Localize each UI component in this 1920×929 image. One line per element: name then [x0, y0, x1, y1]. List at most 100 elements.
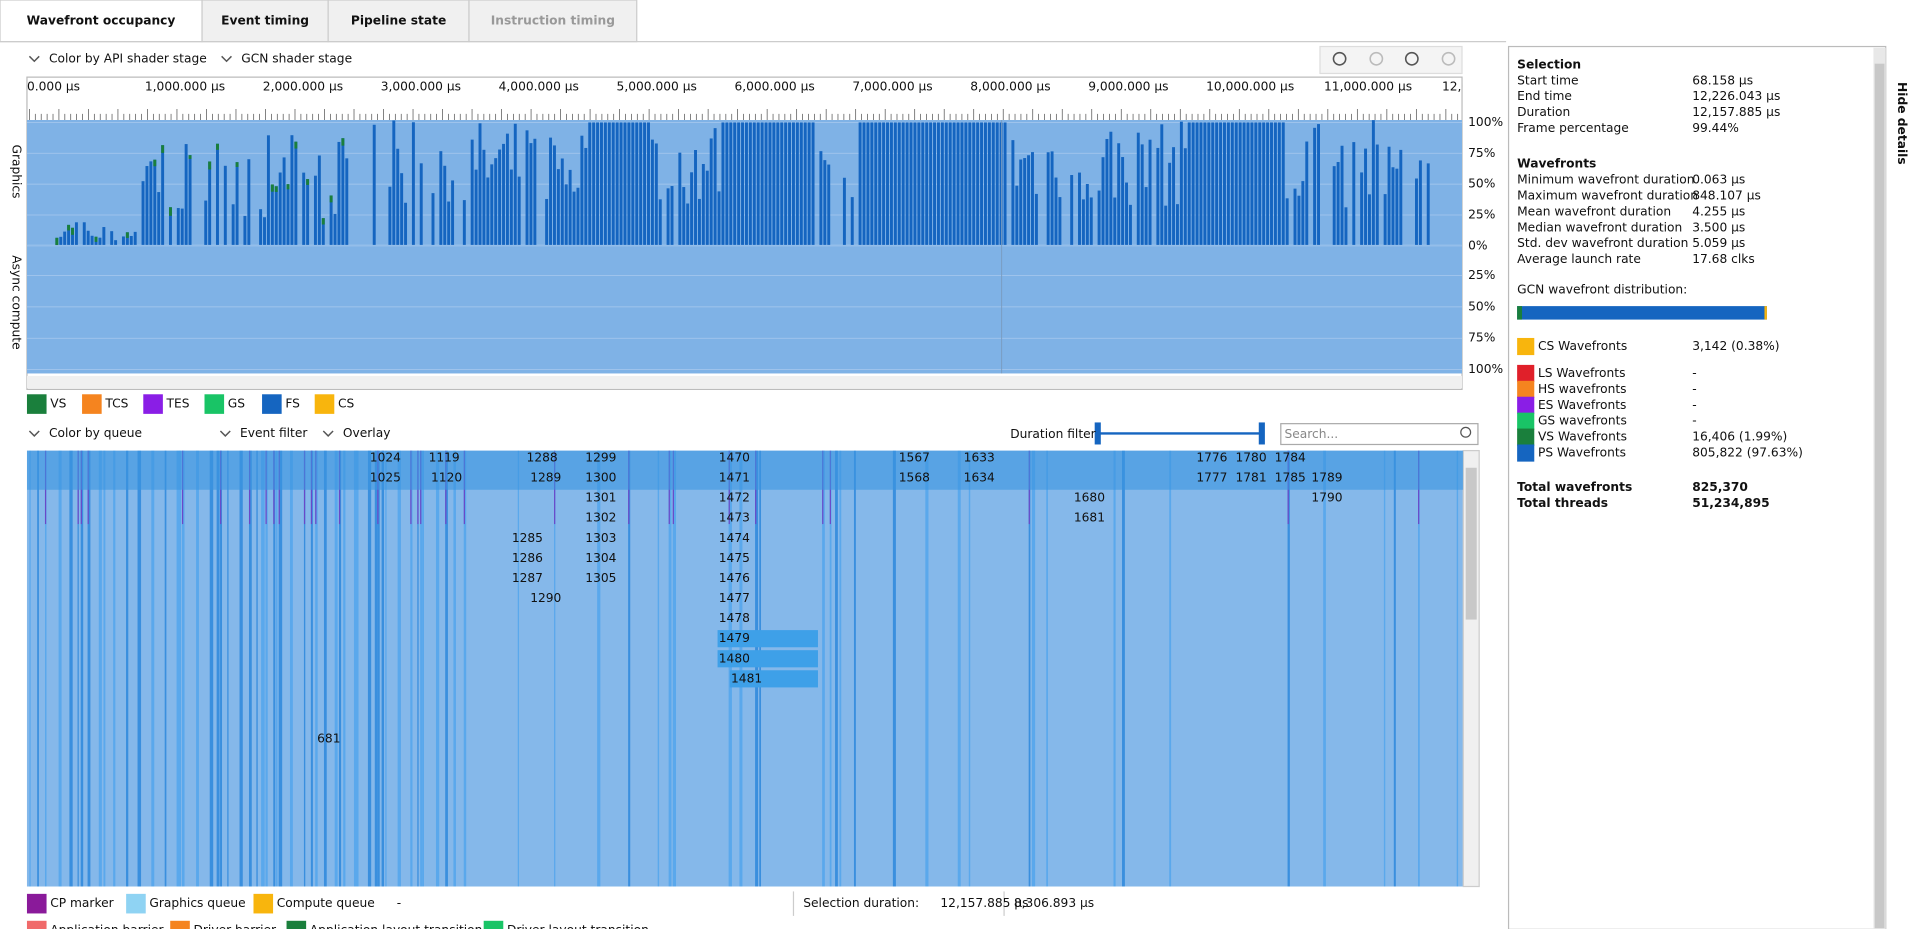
toolbar-label[interactable]: Color by queue — [49, 426, 142, 440]
occupancy-bar — [114, 240, 118, 245]
occupancy-bar — [188, 155, 192, 245]
search-box[interactable] — [1280, 423, 1479, 446]
legend-swatch — [483, 920, 504, 929]
event-stripe — [113, 450, 116, 887]
time-label: 6,000.000 µs — [734, 79, 814, 93]
occupancy-bar — [607, 122, 611, 245]
search-placeholder[interactable]: Search... — [1284, 427, 1338, 441]
occupancy-bar — [803, 122, 807, 245]
occupancy-bar — [972, 122, 976, 245]
occupancy-bar — [443, 165, 447, 245]
event-bar — [717, 650, 818, 668]
event-stripe — [1113, 450, 1116, 887]
occupancy-bar — [329, 195, 333, 203]
occupancy-bar — [870, 122, 874, 245]
occupancy-bar — [1293, 188, 1297, 245]
occupancy-bar — [1219, 122, 1223, 245]
legend-swatch — [26, 893, 47, 914]
occupancy-bar — [71, 227, 74, 235]
event-stripe — [1287, 450, 1290, 887]
occupancy-bar — [1136, 132, 1140, 245]
event-stripe — [668, 450, 672, 887]
event-stripe — [397, 450, 401, 887]
scroll-thumb[interactable] — [1465, 467, 1477, 620]
tab[interactable] — [468, 0, 638, 43]
zoom-icon[interactable] — [1369, 51, 1384, 66]
occupancy-bar — [748, 122, 752, 245]
async-lane — [26, 244, 1463, 374]
detail-value: 3.500 µs — [1692, 220, 1745, 234]
tab-label[interactable]: Wavefront occupancy — [27, 13, 176, 27]
lane-label: Graphics — [9, 144, 23, 198]
occupancy-bar — [556, 169, 560, 245]
occupancy-bar — [208, 161, 212, 245]
detail-label: Average launch rate — [1517, 252, 1641, 266]
detail-label: VS Wavefronts — [1538, 430, 1627, 444]
detail-value: 68.158 µs — [1692, 73, 1753, 87]
occupancy-bar — [486, 177, 490, 245]
zoom-out-icon[interactable] — [1441, 51, 1456, 66]
occupancy-bar — [1089, 197, 1093, 245]
toolbar-label[interactable]: Color by API shader stage — [49, 51, 207, 65]
occupancy-bar — [1297, 195, 1301, 245]
slider-handle[interactable] — [1094, 422, 1101, 445]
occupancy-bar — [1211, 122, 1215, 245]
legend-swatch — [143, 394, 163, 414]
occupancy-bar — [1285, 198, 1289, 245]
event-stripe — [1122, 450, 1125, 887]
tab[interactable] — [327, 0, 470, 43]
occupancy-bar — [133, 231, 137, 245]
tab[interactable] — [0, 0, 203, 43]
event-stripe — [256, 450, 258, 887]
toolbar-label[interactable]: Event filter — [240, 426, 308, 440]
occupancy-bar — [1360, 172, 1364, 245]
occupancy-bar — [658, 199, 662, 245]
event-label: 1289 — [530, 471, 561, 485]
h-scrollbar[interactable] — [26, 375, 1463, 389]
toolbar-label[interactable]: Overlay — [343, 426, 391, 440]
event-bar — [729, 670, 818, 688]
occupancy-bar — [760, 122, 764, 245]
event-label: 1777 — [1196, 471, 1227, 485]
occupancy-bar — [623, 122, 627, 245]
occupancy-bar — [936, 122, 940, 245]
event-stripe — [410, 450, 413, 887]
event-label: 1481 — [731, 671, 762, 685]
event-label: 1474 — [719, 531, 750, 545]
event-label: 1285 — [512, 531, 543, 545]
occupancy-bar — [1160, 124, 1164, 245]
zoom-in-icon[interactable] — [1404, 51, 1419, 66]
occupancy-bar — [686, 203, 690, 245]
occupancy-bar — [1125, 182, 1128, 245]
toolbar-label[interactable]: GCN shader stage — [241, 51, 352, 65]
event-stripe — [343, 450, 346, 887]
occupancy-bar — [505, 133, 509, 245]
tab-label[interactable]: Pipeline state — [351, 13, 446, 27]
event-stripe — [220, 450, 223, 887]
occupancy-bar — [862, 122, 866, 245]
event-label: 1300 — [585, 471, 616, 485]
occupancy-bar — [74, 222, 78, 245]
occupancy-bar — [243, 215, 247, 245]
occupancy-bar — [592, 122, 596, 245]
occupancy-bar — [447, 201, 451, 245]
occupancy-bar — [411, 122, 415, 245]
event-label: 1470 — [719, 450, 750, 464]
slider-handle[interactable] — [1258, 422, 1265, 445]
detail-value: 5.059 µs — [1692, 236, 1745, 250]
occupancy-bar — [960, 122, 964, 245]
tab-label[interactable]: Event timing — [221, 13, 309, 27]
event-bar — [717, 630, 818, 648]
hide-details[interactable]: Hide details — [1895, 82, 1909, 165]
scroll-thumb[interactable] — [1874, 63, 1885, 929]
occupancy-bar — [247, 159, 251, 245]
zoom-icon[interactable] — [1332, 51, 1347, 66]
occupancy-bar — [98, 237, 102, 245]
occupancy-bar — [1023, 158, 1027, 245]
occupancy-bar — [1070, 175, 1074, 245]
occupancy-bar — [1019, 159, 1023, 245]
occupancy-bar — [1140, 144, 1144, 245]
tab-label[interactable]: Instruction timing — [491, 13, 615, 27]
time-label: 10,000.000 µs — [1206, 79, 1294, 93]
